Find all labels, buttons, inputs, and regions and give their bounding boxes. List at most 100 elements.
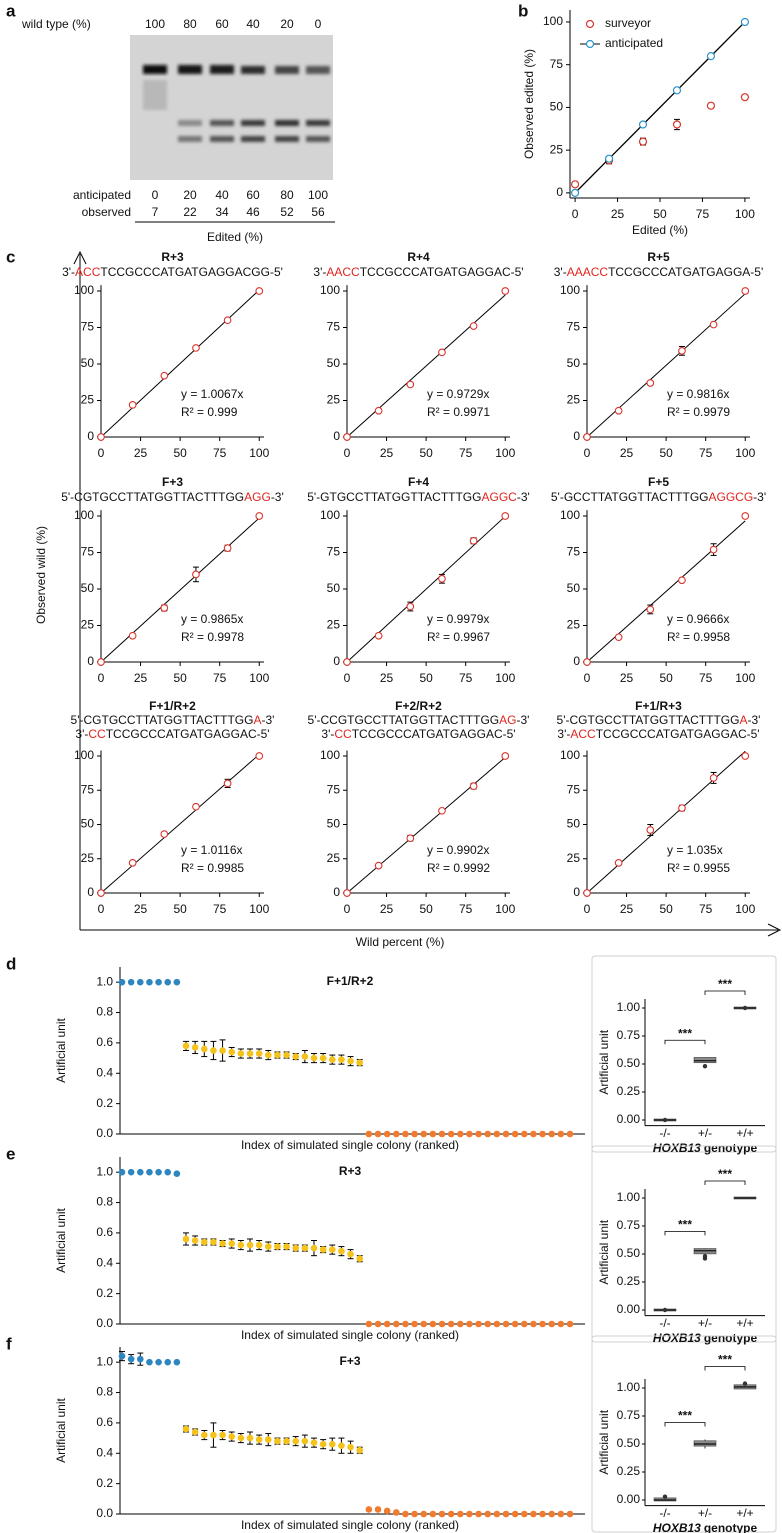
point [484,1510,492,1518]
series-line [574,21,746,194]
x-tick-label: 25 [611,207,625,221]
point [501,287,510,295]
point [493,1320,501,1328]
point [97,658,105,666]
point [706,52,716,61]
y-tick-label: 0.8 [96,1195,113,1209]
point [548,1510,556,1518]
fit-line [100,517,260,663]
y-tick-label: 50 [567,817,581,831]
x-axis-label-part: genotype [704,1141,758,1155]
x-tick-label: 100 [735,207,755,221]
point [374,861,383,870]
point [429,1130,437,1138]
point [539,1510,546,1518]
point [228,1240,236,1247]
point [173,1358,181,1366]
x-tick-label: +/- [698,1316,712,1330]
x-tick-label: 50 [659,671,673,685]
point [530,1320,537,1328]
y-tick-label: 0.50 [617,1436,641,1450]
x-tick-label: +/- [698,1506,712,1520]
gel-row-value: 40 [215,188,229,202]
point [200,1238,208,1246]
chart-title: F+1/R+2 [327,974,374,988]
point [411,1320,418,1328]
point [604,154,614,163]
point [192,802,200,811]
panel-frame [591,1145,777,1343]
y-tick-label: 0 [87,654,94,668]
point [182,1042,190,1050]
y-tick-label: 25 [567,618,581,632]
fit-r2: R² = 0.9992 [427,861,490,875]
x-axis-label: Index of simulated single colony (ranked… [241,1328,459,1342]
x-axis-label-part: genotype [704,1521,758,1533]
point [475,1130,482,1138]
y-tick-label: 0.8 [96,1005,113,1019]
point [173,978,181,986]
point [583,433,591,441]
point [469,536,478,545]
significance-bracket [704,990,746,995]
point [511,1130,519,1138]
y-tick-label: 0.6 [96,1035,113,1049]
point [520,1510,528,1518]
y-tick-label: 25 [81,851,95,865]
y-tick-label: 1.0 [96,1164,113,1178]
flier [742,1005,748,1011]
x-tick-label: 0 [344,902,351,916]
point [646,379,655,387]
point [365,1506,373,1513]
sequence-part: CC [88,727,106,741]
y-tick-label: 100 [320,283,340,297]
point [456,1510,464,1518]
point [438,1130,446,1138]
point [539,1320,546,1328]
point [255,1241,263,1249]
sequence-part: -3' [747,713,760,727]
sequence: 3'-ACCTCCGCCCATGATGAGGAC-5' [557,727,759,741]
point [255,512,264,520]
x-tick-label: +/+ [736,1126,753,1140]
y-tick-label: 0.75 [617,1218,641,1232]
point [347,1443,354,1451]
point [383,1130,391,1138]
point [420,1320,428,1328]
sequence-part: -3' [516,713,529,727]
y-tick-label: 25 [550,142,564,156]
x-tick-label: -/- [659,1126,670,1140]
point [191,1044,199,1051]
significance-label: *** [718,1167,732,1181]
y-tick-label: 0.00 [617,1112,641,1126]
panel-c-axes [73,250,782,937]
point [646,826,655,834]
chart-title: R+3 [161,250,184,264]
y-tick-label: 0.50 [617,1056,641,1070]
point [456,1320,464,1328]
point [383,1320,391,1328]
point [709,320,718,329]
x-tick-label: 50 [173,902,187,916]
point [438,1510,446,1518]
point [173,1170,181,1177]
x-tick-label: 75 [213,446,227,460]
x-axis-label: Index of simulated single colony (ranked… [241,1138,459,1152]
point [274,1051,281,1059]
y-tick-label: 50 [81,581,95,595]
point [118,1352,126,1360]
point [301,1437,309,1445]
x-axis-label-part: HOXB13 [653,1521,701,1533]
point [447,1510,455,1518]
chart-title: F+4 [408,475,429,489]
point [447,1320,455,1328]
y-axis-label: Observed wild (%) [34,526,48,624]
point [164,1358,172,1366]
x-axis-label: Edited (%) [632,223,688,237]
gel-row-label: anticipated [73,188,131,202]
panel-frame [591,955,777,1153]
point [429,1320,437,1328]
gel-lane-label: 100 [145,17,165,31]
point [438,348,446,357]
y-axis-label: Artificial unit [54,1207,68,1272]
